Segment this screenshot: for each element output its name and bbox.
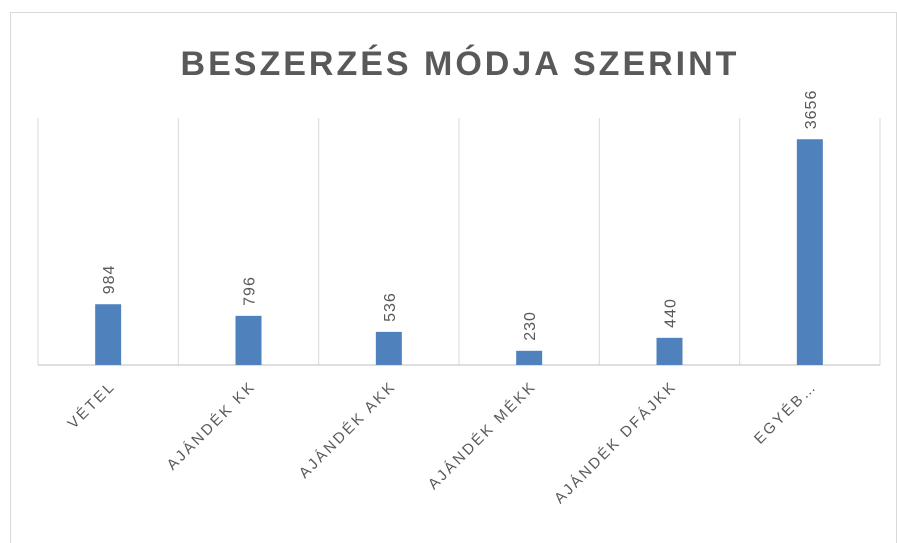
data-label: 3656 — [803, 90, 820, 130]
data-label: 536 — [382, 292, 399, 322]
data-label: 796 — [242, 276, 259, 306]
chart-border — [10, 12, 897, 543]
bar — [375, 331, 402, 365]
bar — [516, 350, 543, 365]
data-label: 440 — [663, 298, 680, 328]
data-label: 230 — [522, 311, 539, 341]
bar — [656, 337, 683, 365]
data-label: 984 — [101, 265, 118, 295]
chart-title: BESZERZÉS MÓDJA SZERINT — [181, 45, 740, 83]
bar — [796, 139, 823, 365]
bar — [235, 315, 262, 365]
bar — [95, 304, 122, 365]
